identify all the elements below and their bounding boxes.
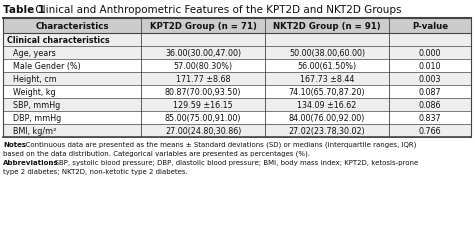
Text: 134.09 ±16.62: 134.09 ±16.62 [297, 100, 357, 109]
Bar [3, 112, 471, 125]
Text: BMI, kg/m²: BMI, kg/m² [13, 126, 56, 135]
Text: : SBP, systolic blood pressure; DBP, diastolic blood pressure; BMI, body mass in: : SBP, systolic blood pressure; DBP, dia… [50, 159, 418, 165]
Text: 0.000: 0.000 [419, 49, 441, 58]
Text: P-value: P-value [412, 22, 448, 31]
Text: 27.00(24.80,30.86): 27.00(24.80,30.86) [165, 126, 241, 135]
Text: Characteristics: Characteristics [35, 22, 109, 31]
Text: Clinical characteristics: Clinical characteristics [7, 36, 109, 45]
Text: 27.02(23.78,30.02): 27.02(23.78,30.02) [289, 126, 365, 135]
Text: : Continuous data are presented as the means ± Standard deviations (SD) or media: : Continuous data are presented as the m… [21, 141, 416, 148]
Text: 171.77 ±8.68: 171.77 ±8.68 [176, 75, 230, 84]
Text: 84.00(76.00,92.00): 84.00(76.00,92.00) [289, 113, 365, 122]
Text: 129.59 ±16.15: 129.59 ±16.15 [173, 100, 233, 109]
Text: 56.00(61.50%): 56.00(61.50%) [298, 62, 356, 71]
Text: SBP, mmHg: SBP, mmHg [13, 100, 60, 109]
Text: 80.87(70.00,93.50): 80.87(70.00,93.50) [165, 88, 241, 97]
Text: 36.00(30.00,47.00): 36.00(30.00,47.00) [165, 49, 241, 58]
Bar [3, 125, 471, 137]
Text: 167.73 ±8.44: 167.73 ±8.44 [300, 75, 354, 84]
Bar [3, 60, 471, 73]
Text: 0.003: 0.003 [419, 75, 441, 84]
Text: Clinical and Anthropometric Features of the KPT2D and NKT2D Groups: Clinical and Anthropometric Features of … [32, 5, 401, 15]
Bar [3, 99, 471, 112]
Text: Abbreviations: Abbreviations [3, 159, 59, 165]
Text: Male Gender (%): Male Gender (%) [13, 62, 81, 71]
Bar [3, 19, 471, 34]
Text: 50.00(38.00,60.00): 50.00(38.00,60.00) [289, 49, 365, 58]
Text: type 2 diabetes; NKT2D, non-ketotic type 2 diabetes.: type 2 diabetes; NKT2D, non-ketotic type… [3, 168, 188, 174]
Bar [3, 73, 471, 86]
Text: NKT2D Group (n = 91): NKT2D Group (n = 91) [273, 22, 381, 31]
Text: Height, cm: Height, cm [13, 75, 57, 84]
Text: 0.010: 0.010 [419, 62, 441, 71]
Text: Notes: Notes [3, 141, 26, 147]
Text: Age, years: Age, years [13, 49, 56, 58]
Text: 0.087: 0.087 [419, 88, 441, 97]
Text: 0.766: 0.766 [419, 126, 441, 135]
Text: based on the data distribution. Categorical variables are presented as percentag: based on the data distribution. Categori… [3, 150, 310, 157]
Text: Weight, kg: Weight, kg [13, 88, 55, 97]
Text: 0.086: 0.086 [419, 100, 441, 109]
Text: 74.10(65.70,87.20): 74.10(65.70,87.20) [289, 88, 365, 97]
Bar [3, 34, 471, 47]
Text: KPT2D Group (n = 71): KPT2D Group (n = 71) [150, 22, 256, 31]
Bar [3, 47, 471, 60]
Text: Table 1: Table 1 [3, 5, 45, 15]
Bar [3, 86, 471, 99]
Text: 0.837: 0.837 [419, 113, 441, 122]
Text: 85.00(75.00,91.00): 85.00(75.00,91.00) [165, 113, 241, 122]
Text: 57.00(80.30%): 57.00(80.30%) [173, 62, 233, 71]
Text: DBP, mmHg: DBP, mmHg [13, 113, 61, 122]
